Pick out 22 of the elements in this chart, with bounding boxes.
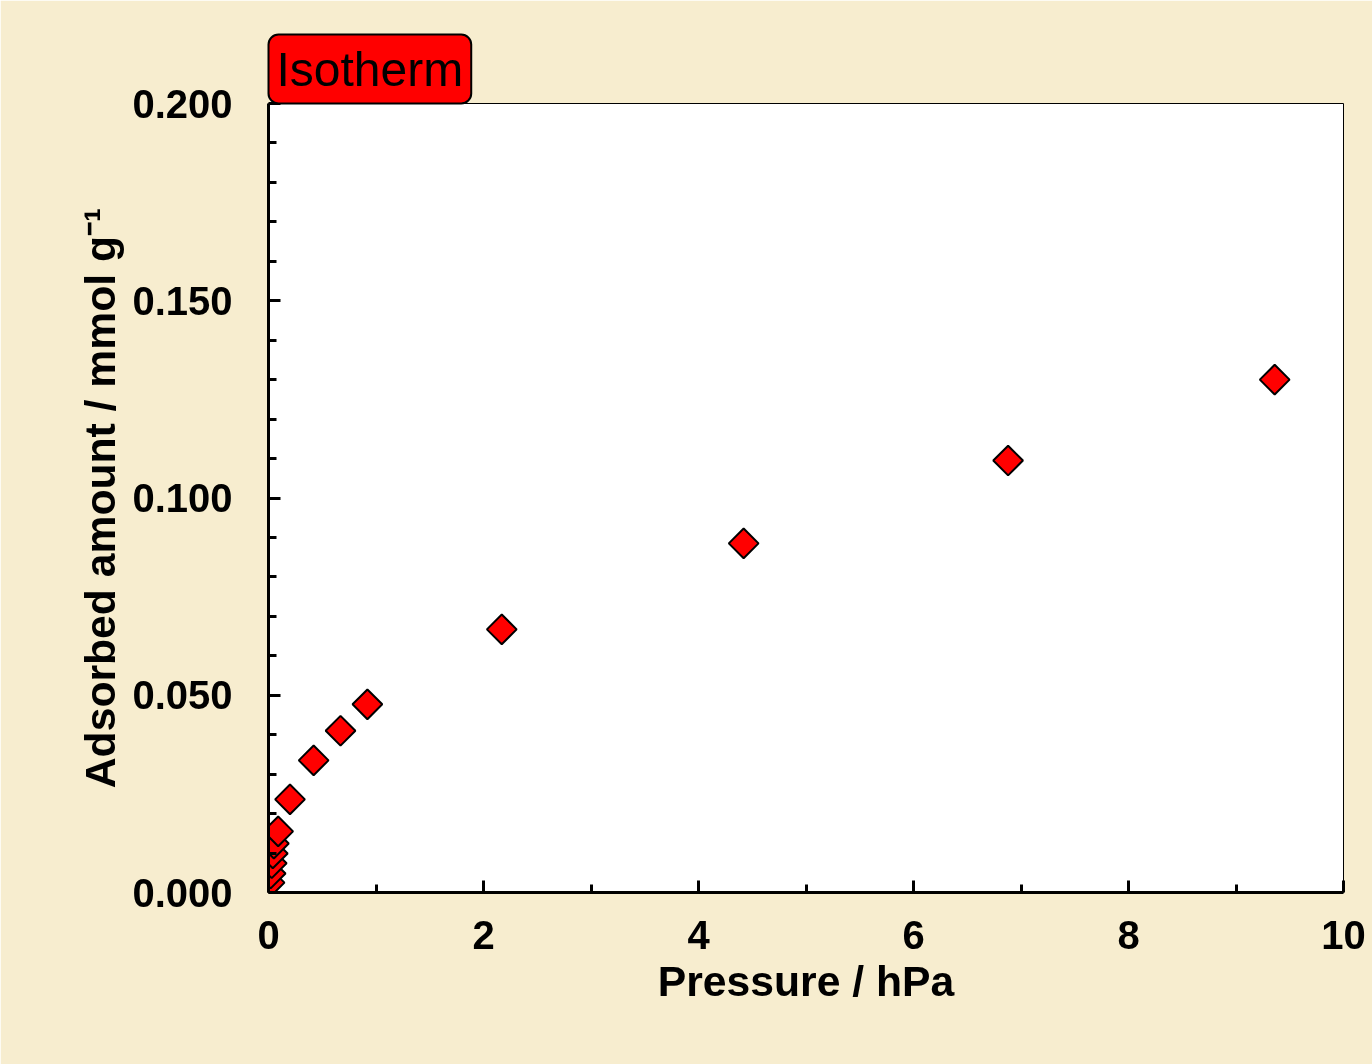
chart-title: Isotherm bbox=[276, 42, 464, 96]
y-tick-label: 0.050 bbox=[132, 673, 233, 718]
x-tick-label: 8 bbox=[1117, 912, 1140, 957]
point bbox=[324, 714, 357, 747]
x-tick-label: 4 bbox=[687, 912, 711, 957]
point bbox=[351, 688, 384, 721]
x-tick-label: 6 bbox=[902, 912, 925, 957]
point bbox=[1258, 363, 1291, 396]
x-tick-label: 2 bbox=[472, 912, 495, 957]
y-axis-title: Adsorbed amount / mmol g⁻¹ bbox=[76, 207, 125, 789]
x-tick-label: 10 bbox=[1321, 912, 1366, 957]
point bbox=[727, 527, 760, 560]
x-axis-title: Pressure / hPa bbox=[657, 956, 955, 1005]
x-tick-label: 0 bbox=[257, 912, 280, 957]
point bbox=[992, 444, 1024, 477]
point bbox=[274, 783, 306, 816]
point bbox=[297, 744, 330, 777]
y-tick-label: 0.150 bbox=[132, 278, 233, 323]
point bbox=[485, 613, 518, 646]
y-tick-label: 0.000 bbox=[132, 870, 233, 915]
y-tick-label: 0.200 bbox=[132, 81, 233, 126]
y-tick-label: 0.100 bbox=[132, 476, 233, 520]
